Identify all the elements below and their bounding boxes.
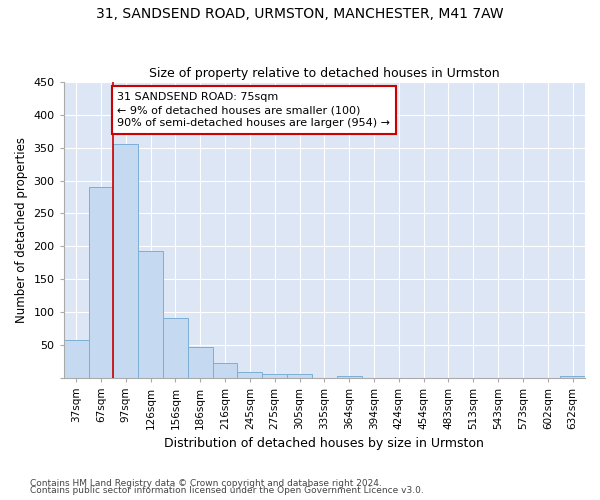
Bar [238, 372, 262, 378]
Bar [113, 144, 138, 378]
Bar [64, 340, 89, 378]
Bar [89, 187, 113, 378]
Text: 31 SANDSEND ROAD: 75sqm
← 9% of detached houses are smaller (100)
90% of semi-de: 31 SANDSEND ROAD: 75sqm ← 9% of detached… [117, 92, 390, 128]
Bar [560, 376, 585, 378]
Text: Contains public sector information licensed under the Open Government Licence v3: Contains public sector information licen… [30, 486, 424, 495]
Bar [138, 252, 163, 378]
Bar [337, 376, 362, 378]
Y-axis label: Number of detached properties: Number of detached properties [15, 137, 28, 323]
X-axis label: Distribution of detached houses by size in Urmston: Distribution of detached houses by size … [164, 437, 484, 450]
Title: Size of property relative to detached houses in Urmston: Size of property relative to detached ho… [149, 66, 500, 80]
Bar [287, 374, 312, 378]
Bar [212, 363, 238, 378]
Bar [163, 318, 188, 378]
Text: 31, SANDSEND ROAD, URMSTON, MANCHESTER, M41 7AW: 31, SANDSEND ROAD, URMSTON, MANCHESTER, … [96, 8, 504, 22]
Bar [262, 374, 287, 378]
Text: Contains HM Land Registry data © Crown copyright and database right 2024.: Contains HM Land Registry data © Crown c… [30, 478, 382, 488]
Bar [188, 348, 212, 378]
